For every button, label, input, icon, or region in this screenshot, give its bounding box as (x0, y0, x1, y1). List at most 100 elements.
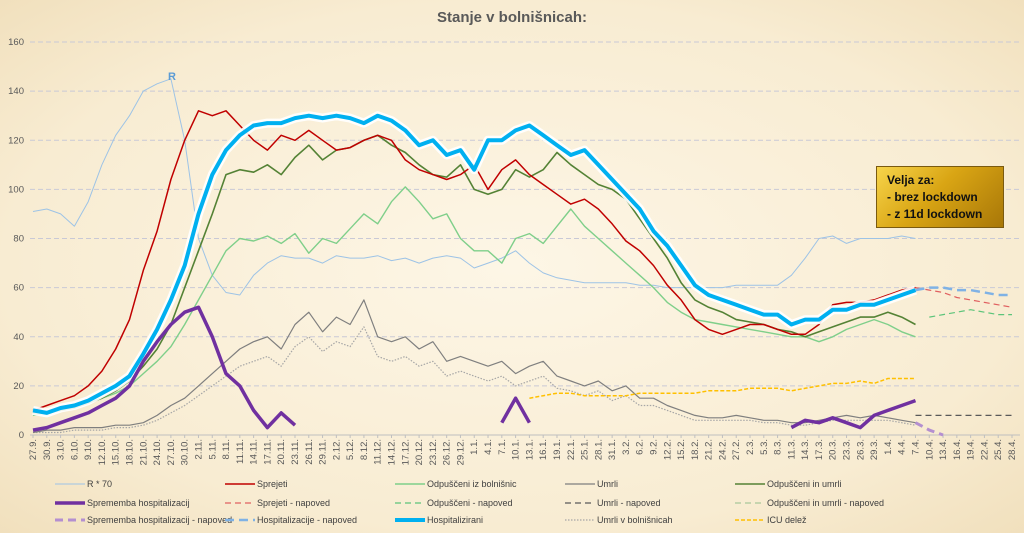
x-tick-label: 4.4. (897, 439, 908, 455)
series-line-sprememba-hospitalizacij (32, 305, 917, 432)
y-tick-label: 100 (8, 184, 24, 195)
x-tick-label: 16.1. (538, 439, 549, 460)
x-tick-label: 14.3. (800, 439, 811, 460)
legend-item: Umrli - napoved (565, 498, 661, 508)
x-tick-label: 25.4. (993, 439, 1004, 460)
x-tick-label: 27.10. (166, 439, 177, 465)
x-tick-label: 25.1. (580, 439, 591, 460)
x-tick-label: 13.1. (524, 439, 535, 460)
x-tick-label: 2.3. (745, 439, 756, 455)
legend-item: Umrli v bolnišnicah (565, 515, 673, 525)
x-tick-label: 11.3. (786, 439, 797, 459)
legend: R * 70 Sprejeti Odpuščeni iz bolnišnic Umrl… (55, 479, 884, 525)
legend-label: ICU delež (767, 515, 807, 525)
r-label: R (168, 71, 176, 83)
legend-label: Umrli - napoved (597, 498, 661, 508)
chart-title: Stanje v bolnišnicah: (437, 9, 587, 26)
legend-item: ICU delež (735, 515, 807, 525)
series-line-sprememba-hospitalizacij-napoved (914, 421, 944, 437)
legend-item: Sprejeti - napoved (225, 498, 330, 508)
series-line-sprejeti-napoved (915, 287, 1013, 308)
legend-label: Odpuščeni in umrli - napoved (767, 498, 884, 508)
y-tick-label: 20 (13, 381, 24, 392)
x-tick-label: 22.4. (979, 439, 990, 460)
y-tick-label: 0 (19, 430, 24, 441)
series-glow-hospitalizirani (32, 111, 918, 418)
series-line-r-70 (32, 78, 916, 296)
series-lines (32, 78, 1013, 437)
x-tick-label: 1.1. (469, 439, 480, 455)
x-tick-label: 30.10. (180, 439, 191, 465)
x-tick-label: 20.3. (828, 439, 839, 460)
note-line: - brez lockdown (887, 190, 978, 204)
x-tick-label: 18.2. (690, 439, 701, 460)
x-tick-label: 24.2. (717, 439, 728, 460)
legend-label: Sprejeti (257, 479, 288, 489)
x-tick-label: 29.3. (869, 439, 880, 460)
note-line: Velja za: (887, 173, 935, 187)
x-tick-label: 24.10. (152, 439, 163, 465)
x-tick-label: 26.12. (442, 439, 453, 465)
note-line: - z 11d lockdown (887, 207, 983, 221)
legend-label: Umrli (597, 479, 618, 489)
legend-item: Sprejeti (225, 479, 288, 489)
series-line-icu-dele- (529, 377, 916, 399)
y-tick-label: 40 (13, 332, 24, 343)
legend-item: Odpuščeni in umrli - napoved (735, 498, 884, 508)
series-line-odpu-eni-iz-bolni-nic (32, 186, 916, 417)
x-tick-label: 5.12. (345, 439, 356, 460)
x-tick-label: 8.12. (359, 439, 370, 460)
y-tick-label: 60 (13, 283, 24, 294)
legend-item: R * 70 (55, 479, 112, 489)
series-line-umrli-v-bolni-nicah (33, 326, 916, 434)
x-tick-label: 5.3. (759, 439, 770, 455)
legend-label: Sprejeti - napoved (257, 498, 330, 508)
x-tick-label: 23.11. (290, 439, 301, 465)
x-tick-label: 10.4. (924, 439, 935, 460)
x-tick-label: 17.12. (400, 439, 411, 465)
x-tick-label: 15.10. (111, 439, 122, 465)
legend-label: Odpuščeni in umrli (767, 479, 842, 489)
x-tick-label: 30.9. (42, 439, 53, 460)
x-tick-label: 22.1. (566, 439, 577, 460)
legend-label: Umrli v bolnišnicah (597, 515, 673, 525)
x-tick-label: 9.2. (648, 439, 659, 455)
series-line-umrli (32, 299, 916, 434)
legend-item: Umrli (565, 479, 618, 489)
x-tick-label: 4.1. (483, 439, 494, 455)
x-tick-label: 17.11. (262, 439, 273, 465)
x-tick-label: 8.3. (773, 439, 784, 455)
x-tick-label: 23.3. (842, 439, 853, 460)
x-axis: 27.9. 30.9. 3.10. 6.10. 9.10. 12.10. 15.10. 18.… (28, 435, 1018, 465)
y-tick-label: 120 (8, 135, 24, 146)
x-tick-label: 26.3. (855, 439, 866, 460)
legend-label: Odpuščeni - napoved (427, 498, 513, 508)
x-tick-label: 27.9. (28, 439, 39, 460)
x-tick-label: 29.11. (318, 439, 329, 465)
x-tick-label: 16.4. (952, 439, 963, 460)
series-line-sprejeti (32, 110, 916, 412)
x-tick-label: 9.10. (83, 439, 94, 460)
x-tick-label: 20.12. (414, 439, 425, 465)
x-tick-label: 1.4. (883, 439, 894, 455)
x-tick-label: 6.2. (635, 439, 646, 455)
x-tick-label: 11.11. (235, 439, 246, 464)
x-tick-label: 15.2. (676, 439, 687, 460)
legend-label: Odpuščeni iz bolnišnic (427, 479, 517, 489)
x-tick-label: 10.1. (511, 439, 522, 460)
x-tick-label: 12.2. (662, 439, 673, 460)
x-tick-label: 21.2. (704, 439, 715, 460)
x-tick-label: 14.12. (387, 439, 398, 465)
legend-item: Odpuščeni iz bolnišnic (395, 479, 517, 489)
legend-label: Hospitalizirani (427, 515, 483, 525)
x-tick-label: 7.1. (497, 439, 508, 455)
x-tick-label: 26.11. (304, 439, 315, 465)
legend-item: Hospitalizirani (395, 515, 483, 525)
legend-item: Sprememba hospitalizacij - napoved (55, 515, 232, 525)
y-tick-label: 160 (8, 37, 24, 48)
x-tick-label: 7.4. (910, 439, 921, 455)
x-tick-label: 17.3. (814, 439, 825, 460)
series-line-odpu-eni-in-umrli (33, 134, 916, 414)
x-tick-label: 2.12. (331, 439, 342, 460)
